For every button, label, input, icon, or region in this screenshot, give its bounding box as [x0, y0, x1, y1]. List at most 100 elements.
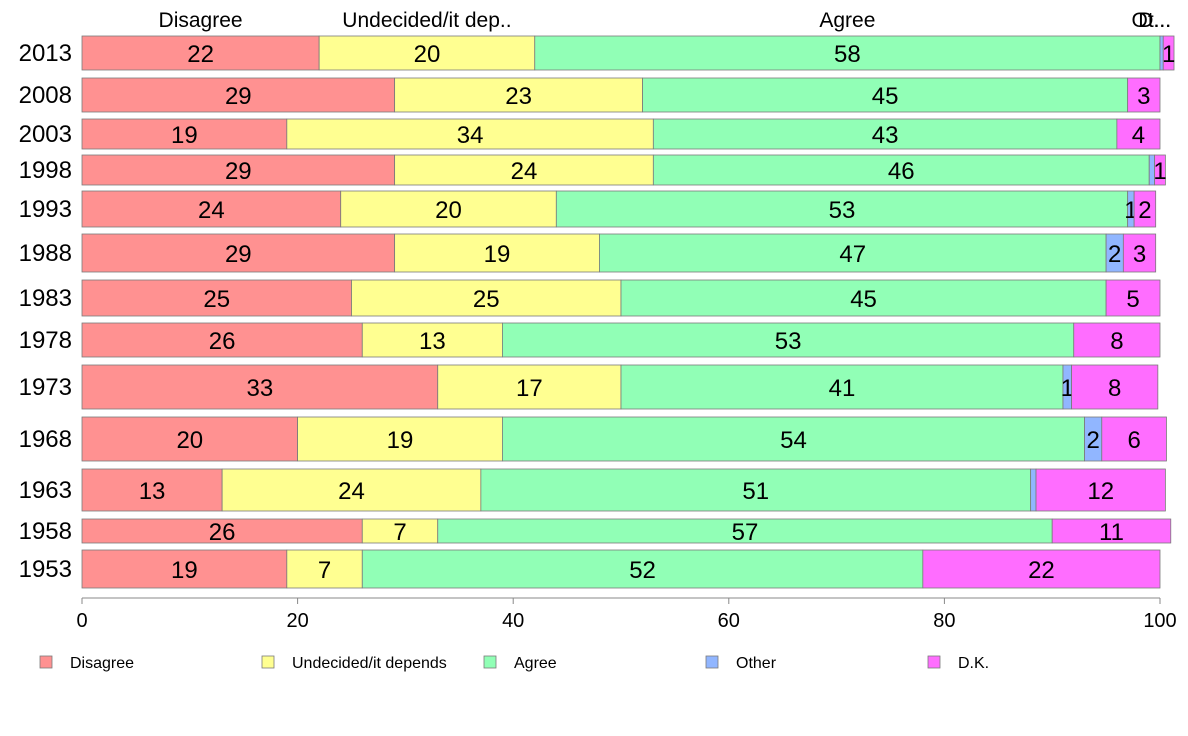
bar-1973-disagree: [81, 364, 439, 410]
x-tick-label-60: 60: [718, 610, 740, 632]
data-label-2013-undecided-it-depends: 20: [414, 41, 441, 68]
bar-1973-d-k-: [1071, 364, 1159, 410]
top-label-disagree: Disagree: [159, 9, 243, 32]
bar-1998-d-k-: [1154, 154, 1166, 186]
legend-swatch-d-k-: [927, 655, 941, 669]
x-tick-label-20: 20: [286, 610, 308, 632]
bar-2013-undecided-it-depends: [318, 35, 536, 71]
data-label-2003-d-k-: 4: [1132, 122, 1145, 149]
data-label-1998-d-k-: 1: [1153, 158, 1166, 185]
bar-1968-d-k-: [1101, 416, 1167, 462]
top-label-d-k-: D...: [1138, 9, 1171, 32]
bar-1963-agree: [480, 468, 1032, 512]
legend-label-undecided-it-depends: Undecided/it depends: [292, 655, 447, 672]
data-label-1968-undecided-it-depends: 19: [387, 427, 414, 454]
data-label-1978-agree: 53: [775, 328, 802, 355]
bar-1963-other: [1030, 468, 1037, 512]
data-label-2013-disagree: 22: [187, 41, 214, 68]
data-label-1988-d-k-: 3: [1133, 241, 1146, 268]
bar-1983-agree: [620, 279, 1107, 317]
bar-1973-agree: [620, 364, 1064, 410]
data-label-1963-agree: 51: [742, 478, 769, 505]
bar-1968-agree: [502, 416, 1085, 462]
year-label-1973: 1973: [19, 374, 72, 401]
bar-1963-undecided-it-depends: [221, 468, 482, 512]
x-tick-label-0: 0: [76, 610, 87, 632]
data-label-1973-other: 1: [1061, 375, 1074, 402]
top-label-agree: Agree: [819, 9, 875, 32]
data-label-2003-disagree: 19: [171, 122, 198, 149]
data-label-1988-disagree: 29: [225, 241, 252, 268]
bars: 22 20 58 129 23 45 319 34 43 429 24 46 124 20 53 1 229 19…: [81, 35, 1175, 589]
data-label-1993-agree: 53: [829, 197, 856, 224]
year-label-1983: 1983: [19, 285, 72, 312]
data-label-2003-agree: 43: [872, 122, 899, 149]
bar-1983-disagree: [81, 279, 352, 317]
data-label-2013-d-k-: 1: [1162, 41, 1175, 68]
data-label-1953-agree: 52: [629, 557, 656, 584]
legend-label-agree: Agree: [514, 655, 557, 672]
legend: Disagree Undecided/it depends Agree Other D.…: [39, 655, 989, 672]
bar-2008-disagree: [81, 77, 396, 113]
legend-label-other: Other: [736, 655, 777, 672]
bar-1953-d-k-: [922, 549, 1161, 589]
bar-2008-undecided-it-depends: [394, 77, 643, 113]
year-label-1978: 1978: [19, 327, 72, 354]
bar-1973-undecided-it-depends: [437, 364, 622, 410]
x-tick-label-100: 100: [1143, 610, 1176, 632]
data-label-1998-agree: 46: [888, 158, 915, 185]
data-label-1958-undecided-it-depends: 7: [393, 519, 406, 546]
data-label-2008-disagree: 29: [225, 83, 252, 110]
bar-1993-d-k-: [1133, 190, 1157, 228]
data-label-2003-undecided-it-depends: 34: [457, 122, 484, 149]
bar-2013-d-k-: [1162, 35, 1175, 71]
year-label-1963: 1963: [19, 477, 72, 504]
data-label-1998-undecided-it-depends: 24: [511, 158, 538, 185]
bar-1953-agree: [361, 549, 924, 589]
year-label-1993: 1993: [19, 196, 72, 223]
bar-1983-d-k-: [1105, 279, 1161, 317]
data-label-1973-agree: 41: [829, 375, 856, 402]
data-label-1978-undecided-it-depends: 13: [419, 328, 446, 355]
legend-swatch-disagree: [39, 655, 53, 669]
legend-label-d-k-: D.K.: [958, 655, 989, 672]
legend-swatch-agree: [483, 655, 497, 669]
data-label-1953-disagree: 19: [171, 557, 198, 584]
bar-1978-d-k-: [1073, 322, 1161, 358]
x-tick-label-80: 80: [933, 610, 955, 632]
data-label-1963-d-k-: 12: [1087, 478, 1114, 505]
year-label-1968: 1968: [19, 426, 72, 453]
data-label-1983-undecided-it-depends: 25: [473, 286, 500, 313]
data-label-1958-d-k-: 11: [1099, 519, 1124, 546]
data-label-1968-other: 2: [1086, 427, 1099, 454]
top-label-undecided-it-depends: Undecided/it dep..: [342, 9, 511, 32]
data-label-1968-agree: 54: [780, 427, 807, 454]
year-label-1998: 1998: [19, 157, 72, 184]
bar-1963-disagree: [81, 468, 223, 512]
bar-1993-agree: [555, 190, 1129, 228]
data-label-2008-agree: 45: [872, 83, 899, 110]
data-label-1983-d-k-: 5: [1126, 286, 1139, 313]
data-label-1963-disagree: 13: [139, 478, 166, 505]
bar-1998-undecided-it-depends: [394, 154, 654, 186]
legend-swatch-undecided-it-depends: [261, 655, 275, 669]
data-label-1978-disagree: 26: [209, 328, 236, 355]
year-label-2008: 2008: [19, 82, 72, 109]
data-label-1958-disagree: 26: [209, 519, 236, 546]
data-label-1998-disagree: 29: [225, 158, 252, 185]
bar-1953-undecided-it-depends: [286, 549, 363, 589]
year-label-2013: 2013: [19, 40, 72, 67]
bar-1978-disagree: [81, 322, 363, 358]
data-label-1993-disagree: 24: [198, 197, 225, 224]
year-labels: 2013 2008 2003 1998 1993 1988 1983 1978 1973 1968…: [19, 40, 72, 583]
data-label-1988-other: 2: [1108, 241, 1121, 268]
data-label-1993-d-k-: 2: [1138, 197, 1151, 224]
year-label-1988: 1988: [19, 240, 72, 267]
data-label-2013-agree: 58: [834, 41, 861, 68]
bar-2008-d-k-: [1127, 77, 1161, 113]
bar-1978-agree: [502, 322, 1075, 358]
bar-1958-undecided-it-depends: [361, 518, 439, 544]
bar-1958-agree: [437, 518, 1053, 544]
year-label-1953: 1953: [19, 556, 72, 583]
